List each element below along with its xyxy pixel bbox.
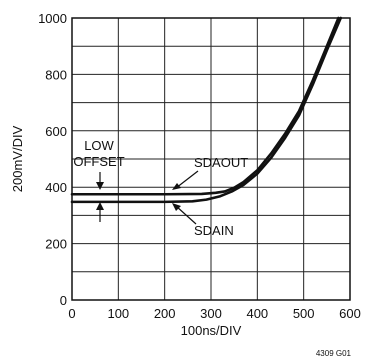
- plot-frame: [71, 17, 351, 301]
- x-axis-label: 100ns/DIV: [181, 323, 242, 338]
- sdain-pointer: [172, 203, 197, 225]
- x-tick-label: 0: [68, 306, 75, 321]
- y-tick-label: 1000: [38, 11, 67, 26]
- y-tick-label: 600: [45, 124, 67, 139]
- sdain-label: SDAIN: [194, 223, 234, 238]
- y-tick-labels: 0 200 400 600 800 1000: [38, 11, 67, 308]
- low-offset-arrows: [96, 172, 104, 222]
- series-lines: [70, 16, 343, 204]
- x-tick-label: 200: [154, 306, 176, 321]
- x-tick-label: 500: [293, 306, 315, 321]
- y-axis-label: 200mV/DIV: [10, 125, 25, 192]
- x-tick-label: 100: [107, 306, 129, 321]
- x-tick-label: 600: [339, 306, 361, 321]
- x-tick-label: 300: [200, 306, 222, 321]
- low-offset-label-line1: LOW: [84, 138, 114, 153]
- y-tick-label: 400: [45, 180, 67, 195]
- y-tick-label: 200: [45, 237, 67, 252]
- series-line-sdain: [70, 16, 343, 204]
- figure-id: 4309 G01: [316, 349, 352, 358]
- low-offset-label-line2: OFFSET: [73, 154, 124, 169]
- x-tick-label: 400: [246, 306, 268, 321]
- sdaout-pointer: [172, 170, 199, 190]
- x-tick-labels: 0 100 200 300 400 500 600: [68, 306, 360, 321]
- y-tick-label: 800: [45, 67, 67, 82]
- y-tick-label: 0: [60, 293, 67, 308]
- series-line-sdaout: [70, 16, 340, 196]
- sdaout-label: SDAOUT: [194, 155, 248, 170]
